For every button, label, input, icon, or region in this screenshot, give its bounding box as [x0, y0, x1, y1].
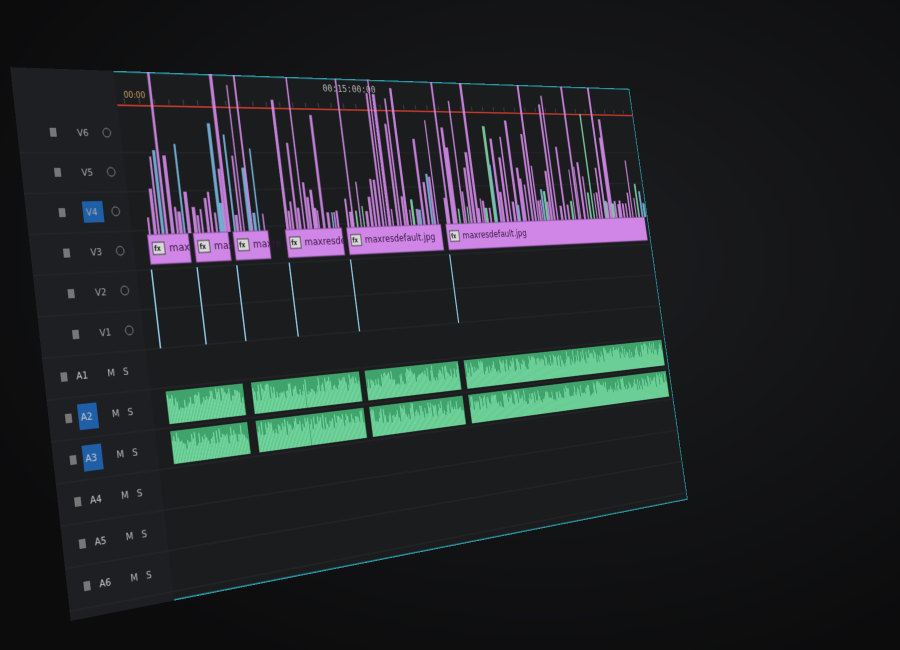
- track-label: V5: [81, 168, 94, 179]
- track-label: A6: [99, 577, 112, 591]
- track-label: A2: [80, 411, 93, 424]
- lock-icon: [60, 372, 68, 382]
- solo-button: S: [132, 447, 139, 459]
- track-label: A4: [90, 494, 103, 507]
- track-label: A5: [94, 535, 107, 549]
- fx-label: fx: [199, 243, 207, 251]
- mute-button: M: [130, 572, 139, 585]
- mute-button: M: [111, 408, 120, 420]
- clip-name: maxresdefault.jpg: [462, 227, 528, 242]
- lock-icon: [78, 538, 87, 550]
- clip-name: maxresdefault.jpg: [364, 231, 436, 246]
- video-clip: [147, 233, 191, 264]
- lock-icon: [67, 288, 75, 299]
- lock-icon: [58, 208, 66, 218]
- track-label: V4: [86, 208, 99, 219]
- lock-icon: [64, 413, 73, 424]
- lock-icon: [69, 454, 77, 466]
- track-label: V3: [90, 247, 103, 259]
- audio-clip: [165, 383, 247, 425]
- lock-icon: [49, 127, 57, 137]
- track-label: V2: [95, 287, 108, 299]
- video-clip: [233, 231, 271, 261]
- track-label: V6: [77, 128, 90, 139]
- track-label: A1: [76, 370, 89, 383]
- mute-button: M: [125, 531, 134, 544]
- lock-icon: [53, 167, 62, 177]
- mute-button: M: [107, 368, 116, 380]
- fx-label: fx: [154, 245, 162, 253]
- video-clip: [193, 232, 231, 262]
- lock-icon: [62, 248, 71, 258]
- target-highlight: [81, 201, 105, 223]
- target-highlight: [81, 443, 104, 472]
- solo-button: S: [146, 570, 153, 583]
- solo-button: S: [141, 529, 148, 541]
- fx-label: fx: [451, 233, 457, 240]
- target-highlight: [76, 402, 100, 431]
- fx-label: fx: [239, 242, 246, 250]
- clip-name: max: [168, 240, 191, 255]
- clip-name: maxresde: [304, 234, 347, 249]
- track-label: A3: [85, 453, 98, 466]
- panel-frame: [10, 67, 688, 621]
- track-label: V1: [99, 328, 112, 340]
- audio-clip: [170, 421, 251, 465]
- mute-button: M: [121, 490, 130, 503]
- monitor: 00:00 00:15:00:00 V6 V5 V4 V3 V2 V1 A1 M S A2 M S A3…: [10, 50, 688, 621]
- ruler-timecode: 00:15:00:00: [322, 82, 377, 96]
- fx-label: fx: [352, 237, 359, 244]
- clip-name: maxr: [213, 238, 238, 252]
- lock-icon: [73, 496, 82, 507]
- mute-button: M: [116, 449, 125, 461]
- clip-name: maxre: [252, 237, 282, 251]
- solo-button: S: [136, 488, 143, 500]
- fx-label: fx: [291, 240, 298, 248]
- ruler-start: 00:00: [123, 91, 146, 101]
- lock-icon: [71, 329, 80, 340]
- lock-icon: [83, 580, 91, 592]
- solo-button: S: [123, 367, 130, 379]
- solo-button: S: [127, 407, 134, 419]
